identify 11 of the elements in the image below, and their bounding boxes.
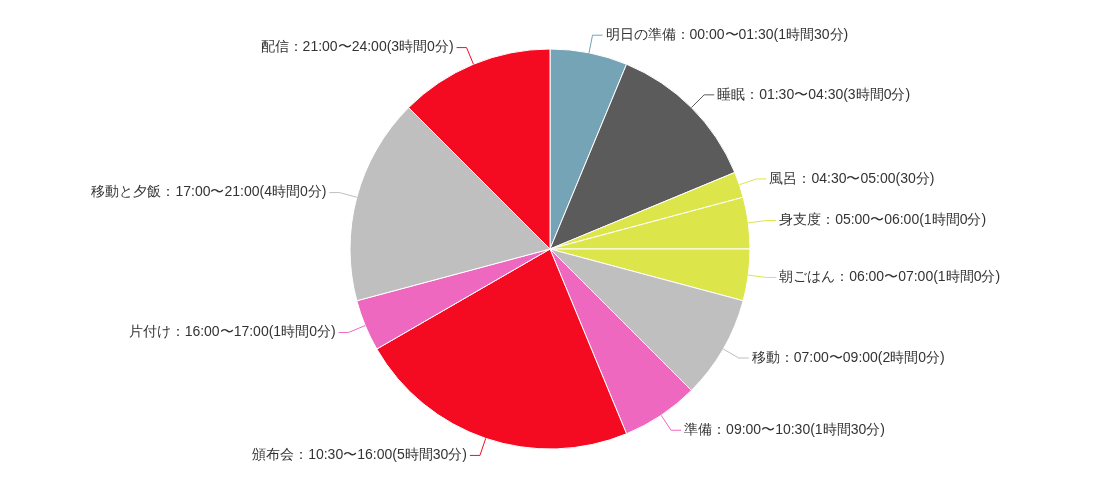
slice-label: 身支度：05:00〜06:00(1時間0分)	[779, 211, 987, 228]
slice-label: 朝ごはん：06:00〜07:00(1時間0分)	[779, 268, 1001, 285]
slice-label: 移動：07:00〜09:00(2時間0分)	[751, 348, 945, 365]
slice-label: 片付け：16:00〜17:00(1時間0分)	[128, 323, 336, 340]
slice-label: 睡眠：01:30〜04:30(3時間0分)	[717, 85, 911, 102]
slice-label: 配信：21:00〜24:00(3時間0分)	[260, 38, 454, 55]
slice-label: 明日の準備：00:00〜01:30(1時間30分)	[605, 25, 849, 42]
slice-label: 頒布会：10:30〜16:00(5時間30分)	[252, 446, 467, 463]
slice-label: 風呂：04:30〜05:00(30分)	[769, 169, 935, 186]
slice-label: 移動と夕飯：17:00〜21:00(4時間0分)	[91, 183, 327, 200]
slice-label: 準備：09:00〜10:30(1時間30分)	[684, 420, 885, 437]
